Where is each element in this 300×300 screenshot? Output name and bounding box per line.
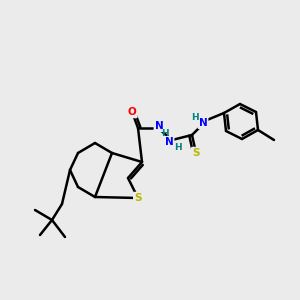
Text: S: S [134, 193, 142, 203]
Text: H: H [161, 130, 169, 139]
Text: H: H [191, 112, 199, 122]
Text: N: N [199, 118, 207, 128]
Text: N: N [154, 121, 164, 131]
Text: N: N [165, 137, 173, 147]
Text: H: H [174, 143, 182, 152]
Text: S: S [192, 148, 200, 158]
Text: O: O [128, 107, 136, 117]
